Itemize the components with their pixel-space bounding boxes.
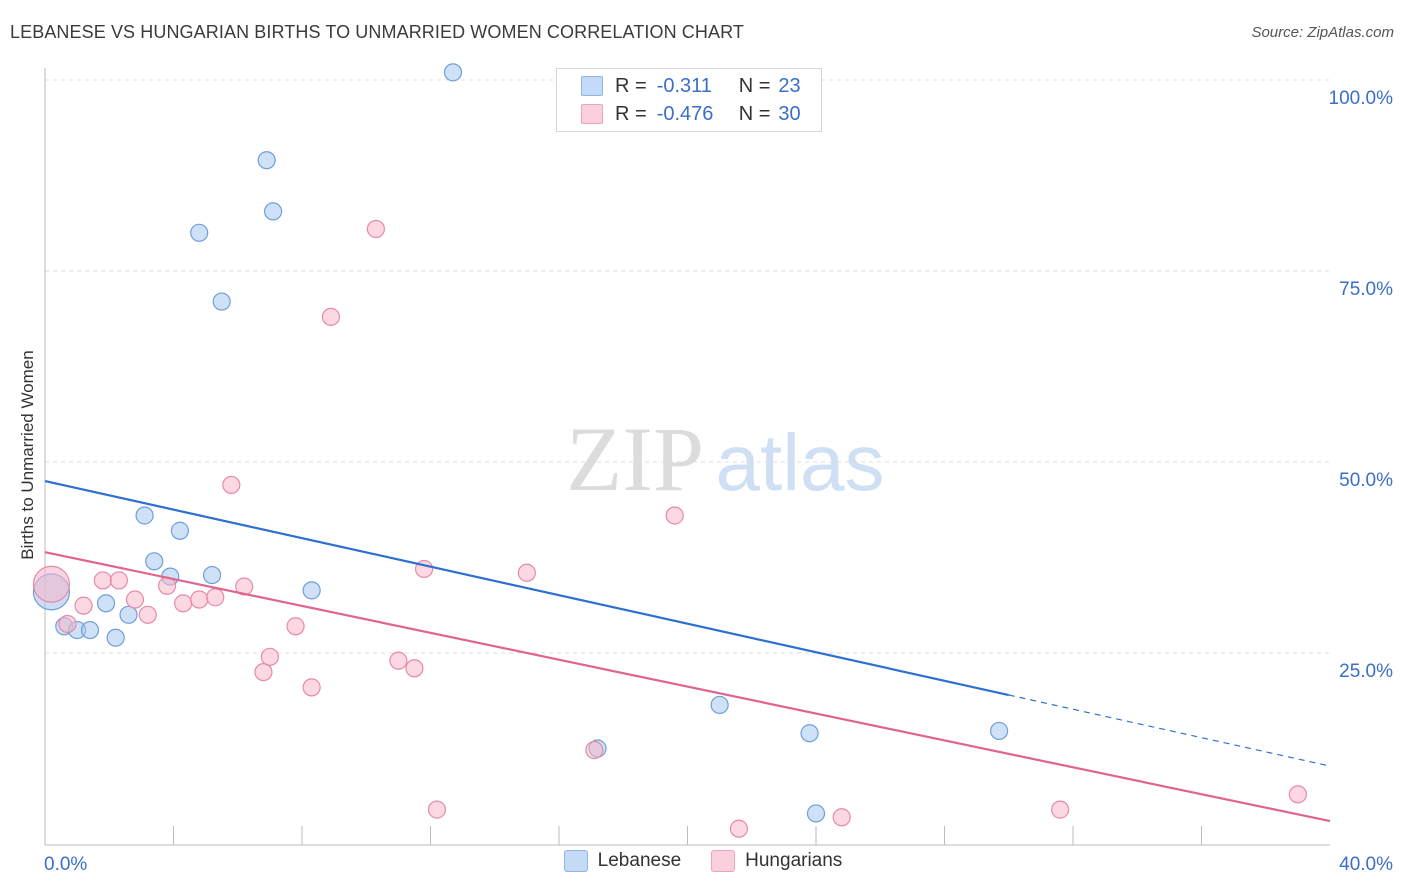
point-lebanese: [990, 721, 1009, 741]
legend-row-lebanese: R = -0.311 N = 23: [581, 73, 801, 99]
point-lebanese: [800, 724, 819, 743]
point-lebanese: [106, 628, 125, 647]
series-legend: Lebanese Hungarians: [0, 850, 1406, 872]
point-hungarians: [427, 800, 447, 819]
point-hungarians: [138, 605, 157, 624]
point-hungarians: [260, 647, 279, 666]
x-tick-label: 0.0%: [44, 854, 87, 875]
y-tick-label: 25.0%: [1339, 661, 1393, 682]
point-lebanese: [119, 605, 138, 624]
point-hungarians: [174, 594, 193, 613]
point-lebanese: [190, 223, 209, 242]
y-tick-label: 100.0%: [1329, 88, 1394, 109]
trendline-extension-lebanese: [1008, 694, 1331, 767]
point-lebanese: [443, 63, 463, 82]
point-hungarians: [286, 617, 305, 636]
point-hungarians: [74, 596, 93, 615]
legend-n-value: 30: [778, 102, 801, 125]
point-hungarians: [58, 614, 77, 634]
point-hungarians: [109, 571, 128, 590]
point-lebanese: [170, 521, 190, 540]
point-hungarians: [190, 590, 209, 609]
series-label-lebanese: Lebanese: [597, 850, 682, 871]
series-label-hungarians: Hungarians: [745, 850, 843, 871]
legend-r-label: R =: [615, 102, 647, 125]
point-lebanese: [302, 581, 321, 600]
series-swatch-lebanese: [563, 850, 588, 872]
point-lebanese: [212, 292, 231, 311]
trendline-lebanese: [44, 480, 1009, 697]
point-hungarians: [235, 577, 254, 596]
legend-swatch-hungarians: [581, 104, 603, 124]
point-hungarians: [517, 563, 536, 582]
point-hungarians: [585, 740, 604, 760]
point-hungarians: [93, 571, 112, 590]
legend-swatch-lebanese: [581, 76, 603, 96]
point-hungarians: [665, 506, 684, 525]
point-lebanese: [135, 506, 154, 525]
y-tick-label: 75.0%: [1339, 279, 1393, 300]
point-lebanese: [710, 695, 729, 715]
point-hungarians: [254, 662, 273, 682]
point-lebanese: [202, 565, 222, 585]
point-hungarians: [1288, 785, 1307, 804]
point-hungarians: [832, 808, 851, 827]
point-hungarians: [366, 219, 385, 239]
legend-r-label: R =: [615, 74, 647, 97]
point-hungarians: [321, 307, 341, 326]
point-hungarians: [729, 819, 749, 838]
legend-r-value: -0.476: [656, 102, 714, 125]
point-hungarians: [32, 565, 71, 603]
point-hungarians: [222, 475, 241, 495]
legend-n-value: 23: [778, 74, 801, 97]
series-legend-hungarians[interactable]: Hungarians: [711, 850, 842, 872]
point-hungarians: [206, 588, 225, 607]
point-hungarians: [125, 590, 145, 609]
series-legend-lebanese[interactable]: Lebanese: [563, 850, 682, 872]
point-hungarians: [389, 651, 408, 670]
point-lebanese: [806, 804, 826, 823]
y-tick-label: 50.0%: [1339, 470, 1393, 491]
legend-row-hungarians: R = -0.476 N = 30: [581, 101, 801, 127]
point-lebanese: [145, 552, 164, 571]
chart-title: LEBANESE VS HUNGARIAN BIRTHS TO UNMARRIE…: [10, 22, 744, 42]
point-lebanese: [96, 594, 116, 613]
legend-r-value: -0.311: [656, 74, 712, 97]
watermark-zip: ZIP: [566, 408, 704, 510]
series-swatch-hungarians: [711, 850, 736, 872]
point-hungarians: [405, 659, 424, 678]
point-hungarians: [302, 678, 321, 697]
point-hungarians: [1051, 800, 1070, 819]
trendline-hungarians: [44, 551, 1331, 823]
point-lebanese: [80, 620, 100, 640]
legend-n-label: N =: [738, 74, 771, 97]
x-tick-label: 40.0%: [1339, 854, 1393, 875]
point-lebanese: [257, 151, 276, 170]
legend-n-label: N =: [738, 102, 771, 125]
correlation-legend: R = -0.311 N = 23 R = -0.476 N = 30: [556, 68, 822, 132]
point-lebanese: [263, 202, 283, 221]
source-label: Source: ZipAtlas.com: [1251, 24, 1394, 41]
